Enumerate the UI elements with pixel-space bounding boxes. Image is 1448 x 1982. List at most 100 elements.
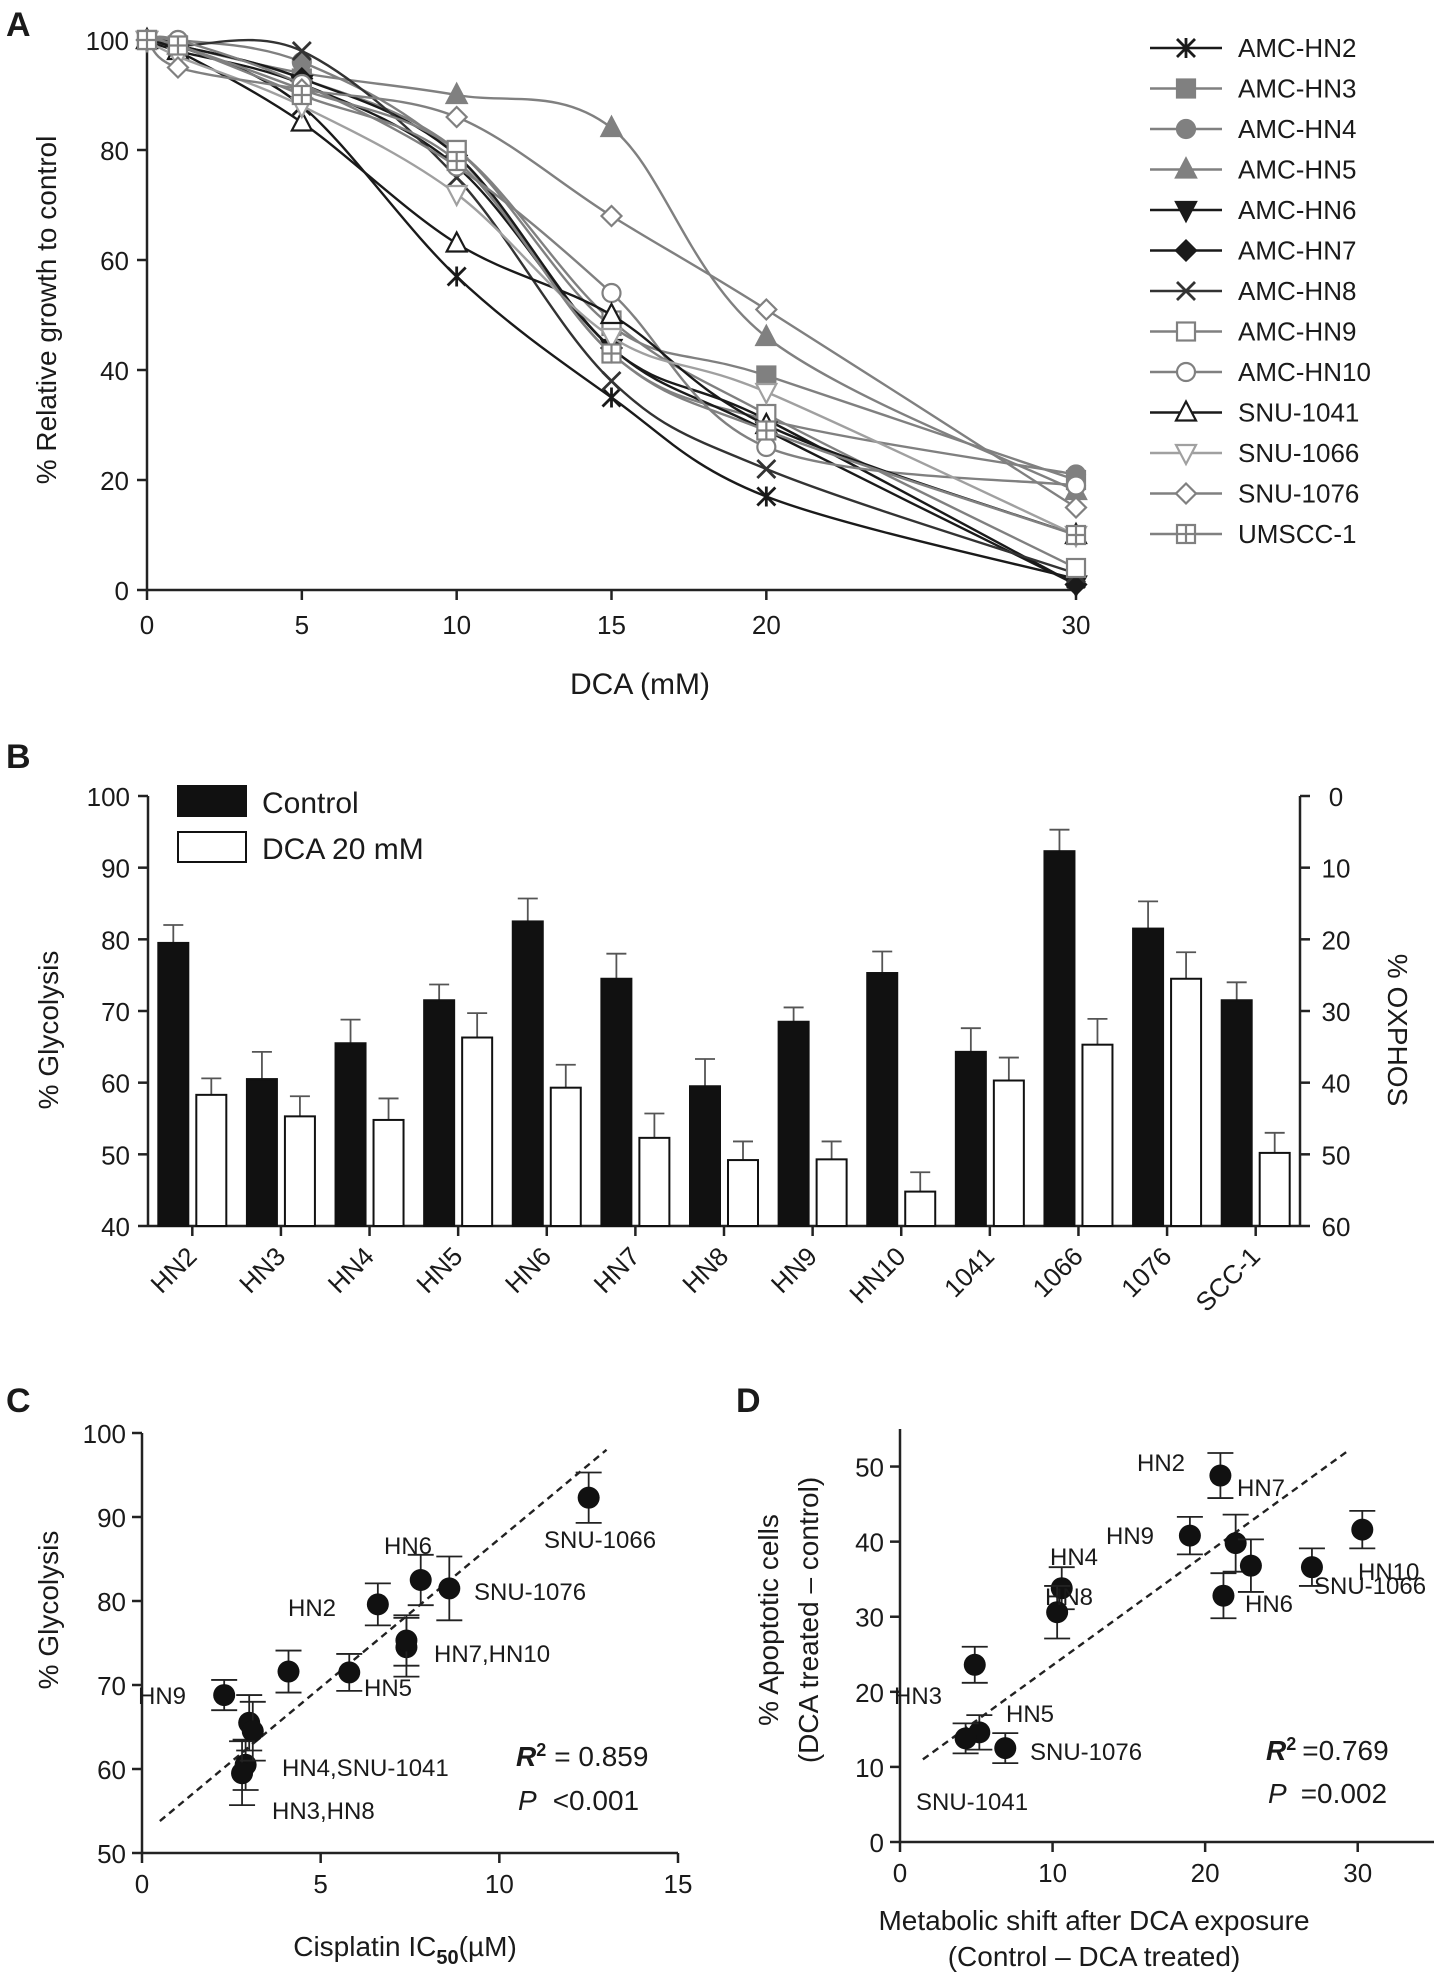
panel-c-point-label-8: SNU-1066 (544, 1527, 656, 1554)
panel-c-y-tick-label-4: 90 (97, 1503, 126, 1533)
panel-b-bar-0-0 (157, 941, 190, 1228)
panel-a-point-12-6 (1065, 524, 1087, 546)
panel-c-point-0 (213, 1684, 236, 1707)
panel-a-legend-label-12: UMSCC-1 (1238, 519, 1356, 549)
panel-a-legend-label-11: SNU-1076 (1238, 479, 1359, 509)
panel-b-y2-tick-label-1: 50 (1322, 1140, 1351, 1170)
panel-a-y-tick-label-0: 0 (115, 576, 129, 606)
panel-a-point-11-4 (599, 204, 624, 228)
panel-b-x-tick-label-9: 1041 (938, 1241, 1000, 1303)
panel-c-p-annotation: P <0.001 (518, 1785, 639, 1816)
panel-b-legend-label-0: Control (262, 787, 359, 820)
panel-d-point-label-10: SNU-1076 (1030, 1739, 1142, 1766)
panel-a-series-line-8 (146, 35, 1077, 487)
panel-b-bar-0-9 (954, 1050, 987, 1227)
panel-d-p-annotation: P =0.002 (1268, 1778, 1387, 1809)
panel-a-series-markers-12 (136, 29, 1087, 546)
panel-b-bar-0-12 (1220, 999, 1253, 1227)
panel-b-bar-1-11 (1170, 977, 1203, 1227)
panel-b-x-tick-label-7: HN9 (765, 1241, 823, 1299)
panel-b-legend-swatch-1 (177, 831, 247, 863)
panel-letter-d: D (736, 1382, 761, 1420)
panel-a-point-9-2 (290, 109, 314, 132)
panel-c-point-label-3: HN2 (288, 1595, 336, 1622)
panel-b-bar-1-7 (815, 1158, 848, 1227)
panel-b-legend-swatch-0 (177, 785, 247, 817)
panel-a-point-12-4 (601, 343, 622, 364)
panel-a-legend-label-3: AMC-HN5 (1238, 155, 1356, 185)
panel-c-point-11 (438, 1577, 461, 1600)
panel-a-legend-label-2: AMC-HN4 (1238, 114, 1356, 144)
panel-a-point-8-6 (1065, 475, 1087, 496)
panel-d-point-12 (994, 1737, 1017, 1760)
panel-c-y-tick-label-0: 50 (97, 1839, 126, 1869)
panel-a-point-10-4 (599, 327, 624, 351)
panel-a-series-line-7 (146, 38, 1077, 570)
panel-c-y-axis-label: % Glycolysis (33, 1531, 64, 1690)
panel-b-bar-0-10 (1043, 850, 1076, 1228)
panel-b-y-tick-label-6: 100 (87, 782, 130, 812)
panel-d-r2-annotation: R2 =0.769 (1266, 1734, 1389, 1766)
panel-b-bar-0-3 (423, 999, 456, 1227)
panel-b-x-tick-label-6: HN8 (676, 1241, 734, 1299)
panel-b-bar-1-3 (461, 1036, 494, 1228)
panel-a-series-line-2 (146, 37, 1077, 476)
panel-c-point-label-7: SNU-1076 (474, 1579, 586, 1606)
panel-b-x-tick-label-8: HN10 (843, 1241, 911, 1309)
panel-a-legend-label-9: SNU-1041 (1238, 398, 1359, 428)
panel-a-point-11-3 (445, 105, 469, 129)
panel-b-bar-0-5 (600, 977, 633, 1227)
panel-c-point-label-0: HN9 (138, 1683, 186, 1710)
panel-b-y2-tick-label-6: 0 (1329, 782, 1343, 812)
panel-letter-c: C (6, 1382, 31, 1420)
panel-a-legend-marker-6 (1176, 281, 1196, 301)
panel-d-point-label-7: SNU-1066 (1314, 1573, 1426, 1600)
panel-a-legend-label-8: AMC-HN10 (1238, 357, 1371, 387)
panel-b-y2-tick-label-4: 20 (1322, 925, 1351, 955)
panel-a-legend-label-4: AMC-HN6 (1238, 195, 1356, 225)
panel-a-x-tick-label-2: 10 (442, 610, 471, 640)
panel-a-point-12-1-cross (168, 36, 187, 55)
panel-d-y-tick-label-4: 40 (855, 1528, 884, 1558)
panel-a-point-3-3 (444, 81, 469, 105)
panel-c-point-6 (338, 1661, 361, 1684)
panel-c-point-label-2: HN3,HN8 (272, 1798, 375, 1825)
panel-d-point-11 (954, 1727, 977, 1750)
panel-b-y2-tick-label-2: 40 (1322, 1069, 1351, 1099)
panel-b-legend-label-1: DCA 20 mM (262, 833, 424, 866)
panel-b-bar-1-2 (372, 1118, 405, 1228)
panel-a-point-12-5 (756, 420, 777, 441)
panel-b-x-tick-label-1: HN3 (233, 1241, 291, 1299)
panel-b-bar-1-1 (283, 1115, 316, 1227)
panel-a-legend-marker-11 (1174, 481, 1198, 506)
panel-b-bar-0-1 (245, 1078, 278, 1228)
panel-a-y-tick-label-5: 100 (86, 26, 129, 56)
panel-a-point-0-3 (446, 266, 467, 287)
panel-d-point-8 (1046, 1601, 1069, 1624)
panel-b-y-tick-label-4: 80 (101, 925, 130, 955)
panel-b-bar-chart: % Glycolysis % OXPHOS 405060708090100605… (33, 782, 1413, 1317)
panel-d-x-tick-label-1: 10 (1038, 1858, 1067, 1888)
panel-d-point-label-11: SNU-1041 (916, 1789, 1028, 1816)
panel-a-point-10-3 (444, 184, 469, 208)
panel-a-line-chart: % Relative growth to control DCA (mM) 0 2… (31, 26, 1371, 701)
panel-a-x-tick-label-3: 15 (597, 610, 626, 640)
panel-a-legend-marker-12 (1175, 523, 1197, 545)
panel-b-bar-0-2 (334, 1042, 367, 1227)
panel-d-y-axis-label-2: (DCA treated – control) (793, 1477, 824, 1763)
panel-b-bar-1-6 (727, 1159, 759, 1227)
panel-b-y-tick-label-5: 90 (101, 854, 130, 884)
panel-a-legend-marker-7 (1175, 321, 1197, 342)
panel-b-bar-0-6 (689, 1085, 721, 1227)
panel-b-y-tick-label-1: 50 (101, 1140, 130, 1170)
panel-b-x-tick-label-2: HN4 (322, 1241, 380, 1299)
panel-b-x-tick-label-5: HN7 (588, 1241, 646, 1299)
panel-b-bar-0-8 (866, 972, 899, 1227)
panel-c-point-12 (577, 1486, 600, 1509)
panel-c-point-label-4: HN5 (364, 1675, 412, 1702)
panel-a-y-tick-label-4: 80 (100, 136, 129, 166)
panel-a-series-line-3 (146, 38, 1077, 493)
panel-b-bar-1-0 (195, 1093, 228, 1227)
panel-c-point-7 (366, 1593, 389, 1616)
